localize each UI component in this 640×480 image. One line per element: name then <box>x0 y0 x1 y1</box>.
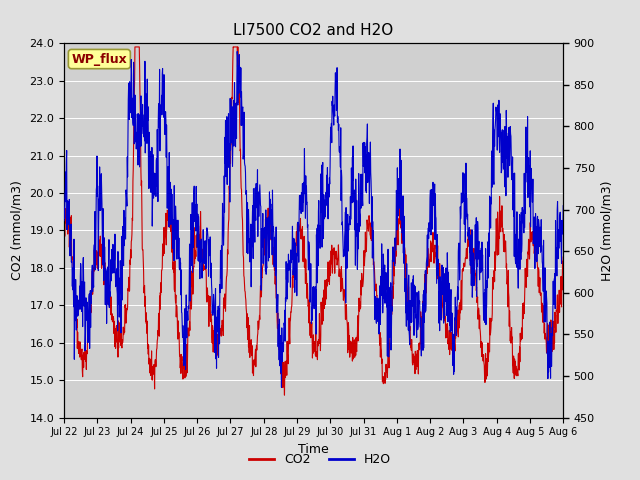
Text: WP_flux: WP_flux <box>72 53 127 66</box>
Legend: CO2, H2O: CO2, H2O <box>244 448 396 471</box>
Y-axis label: CO2 (mmol/m3): CO2 (mmol/m3) <box>11 180 24 280</box>
Y-axis label: H2O (mmol/m3): H2O (mmol/m3) <box>600 180 613 281</box>
X-axis label: Time: Time <box>298 443 329 456</box>
Title: LI7500 CO2 and H2O: LI7500 CO2 and H2O <box>234 23 394 38</box>
